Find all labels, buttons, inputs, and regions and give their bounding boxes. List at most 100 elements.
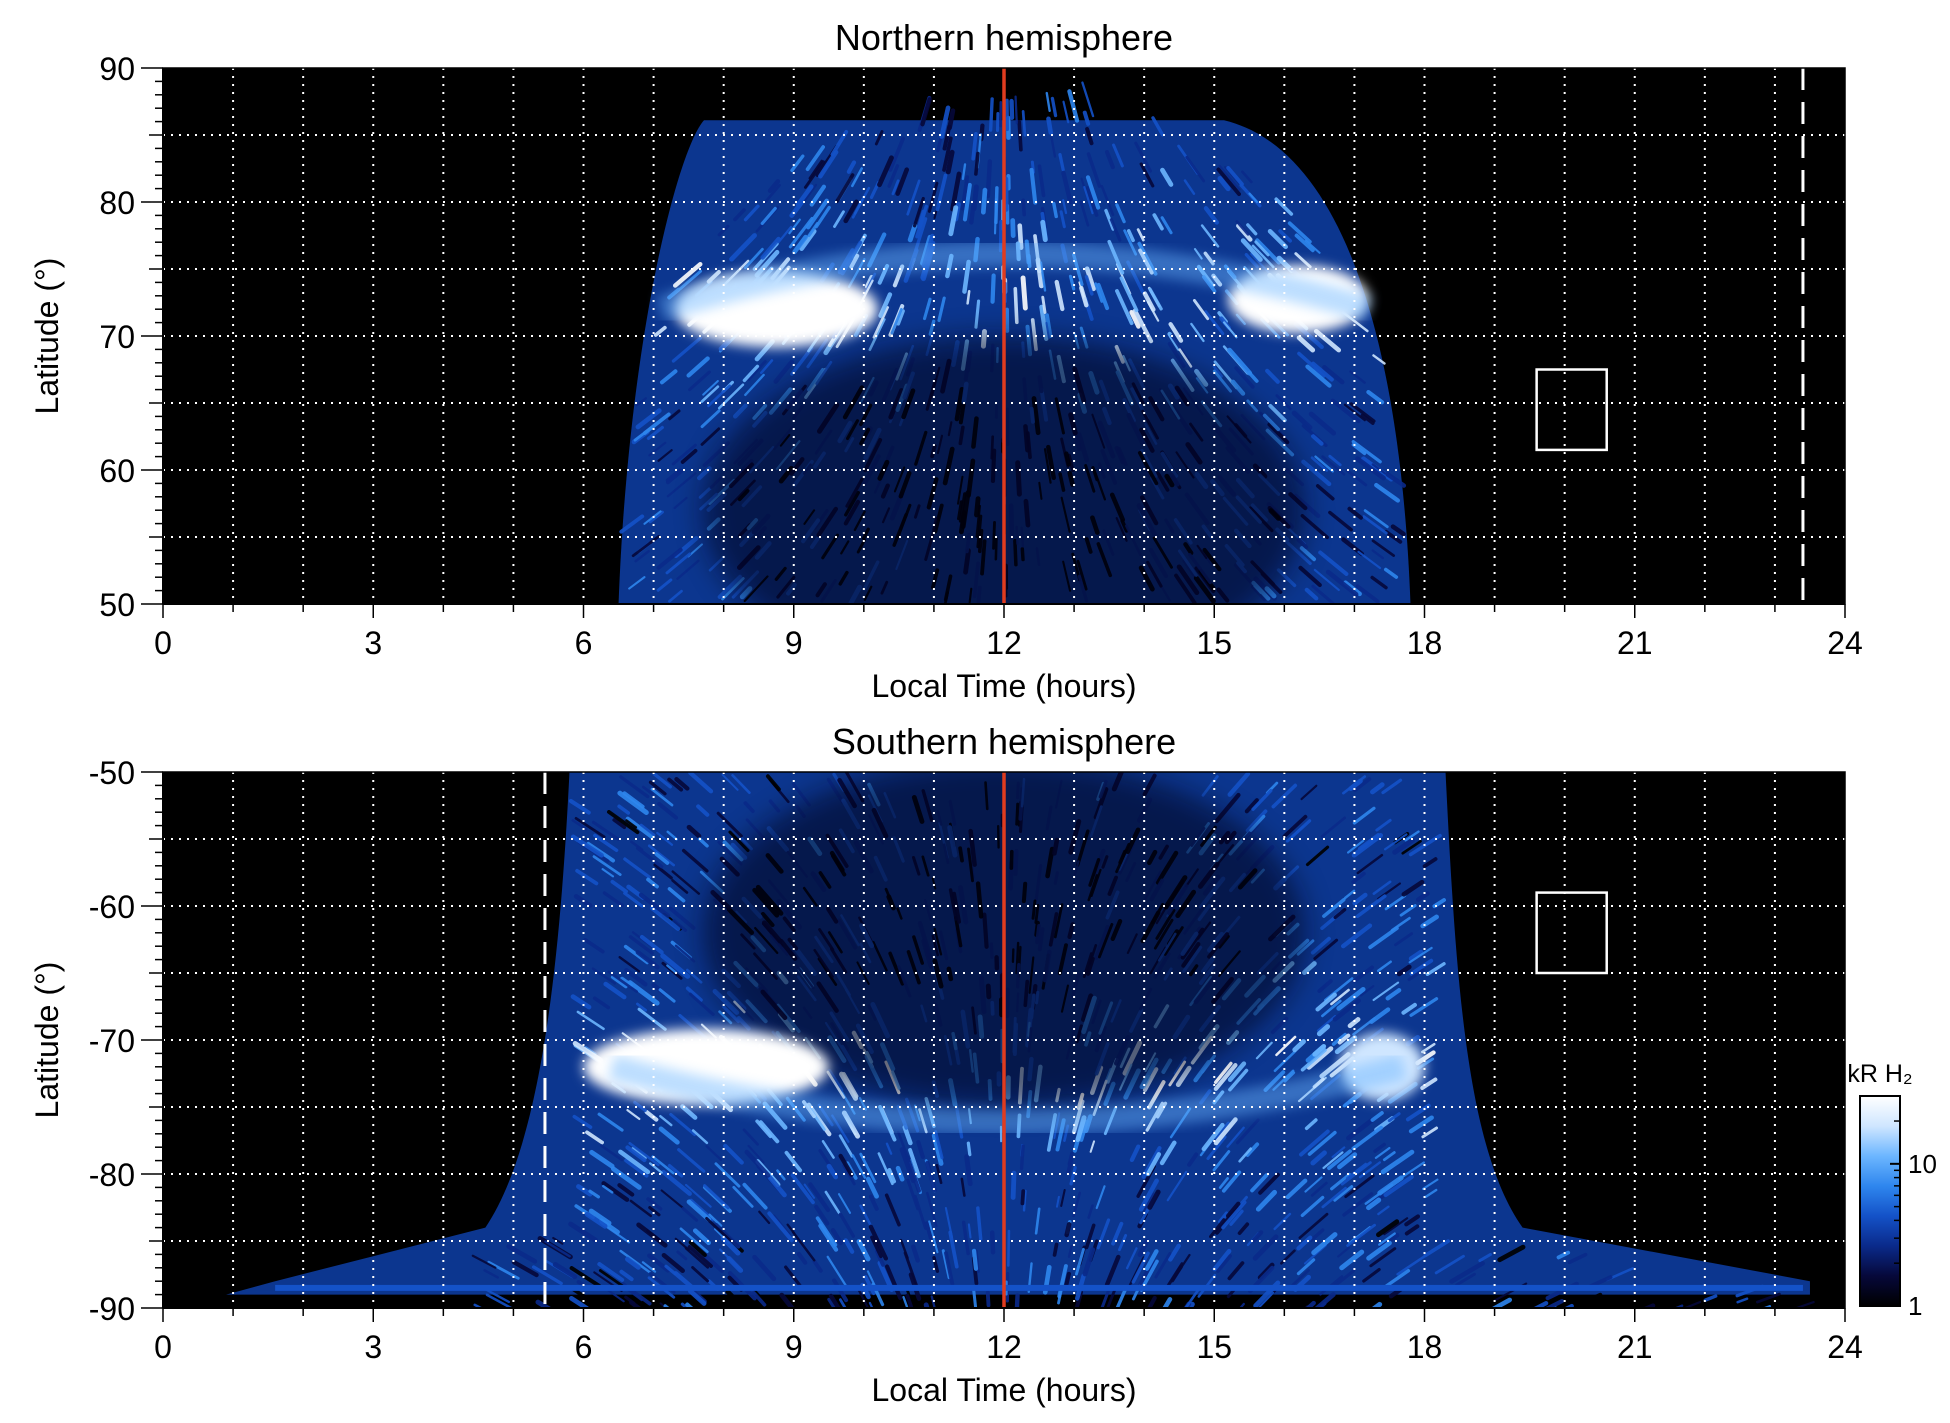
emission-streak [1359,985,1375,997]
emission-streak [877,155,894,188]
emission-streak [1223,321,1238,339]
emission-streak [1291,410,1313,430]
emission-streak [484,1288,511,1304]
emission-streak [1104,150,1115,170]
emission-streak [1152,213,1164,231]
emission-streak [1408,949,1424,962]
emission-streak [671,870,701,895]
emission-streak [752,1254,777,1282]
x-axis-label-southern: Local Time (hours) [872,1372,1137,1408]
emission-streak [1115,1285,1129,1308]
emission-streak [905,1293,914,1308]
x-tick-label: 3 [364,625,382,661]
emission-streak [786,1223,795,1234]
emission-streak [1258,1172,1280,1195]
emission-streak [1218,1177,1229,1189]
emission-streak [589,1149,615,1169]
emission-streak [1304,1176,1323,1193]
emission-streak [1300,1195,1325,1218]
emission-streak [599,1218,620,1235]
emission-streak [631,535,660,558]
emission-streak [666,964,677,974]
emission-streak [1143,1192,1155,1212]
emission-streak [1357,550,1382,570]
polar-emission-strip [275,1284,1803,1291]
emission-streak [1084,275,1094,296]
emission-streak [575,868,599,886]
emission-streak [639,934,664,955]
emission-streak [989,1230,996,1255]
emission-streak [672,918,688,932]
x-tick-label: 0 [154,625,172,661]
emission-streak [638,892,671,918]
emission-streak [916,1139,925,1159]
emission-streak [1371,463,1386,475]
emission-streak [1250,1173,1269,1193]
emission-streak [1330,988,1350,1006]
emission-streak [1160,167,1174,187]
emission-streak [851,167,863,188]
emission-streak [1355,584,1380,604]
emission-streak [972,1287,978,1308]
emission-streak [1282,814,1308,839]
emission-streak [1148,287,1163,311]
emission-streak [1168,1243,1181,1262]
emission-streak [1168,322,1184,343]
x-tick-label: 12 [986,1329,1022,1365]
emission-streak [1455,1272,1476,1287]
emission-streak [648,1162,663,1174]
emission-streak [896,309,905,326]
emission-streak [623,944,649,965]
emission-streak [1067,1245,1073,1258]
emission-streak [659,369,678,385]
emission-streak [720,1235,741,1256]
emission-streak [1296,335,1316,353]
emission-streak [671,879,689,894]
emission-streak [1244,253,1259,269]
emission-streak [1352,777,1372,793]
emission-streak [1147,1189,1161,1210]
emission-streak [1404,830,1420,842]
emission-streak [961,163,967,181]
emission-streak [1371,539,1396,557]
emission-streak [755,1119,773,1139]
emission-streak [1372,981,1400,1002]
emission-streak [732,1185,754,1208]
emission-streak [1311,584,1335,604]
overlays-southern [543,772,1608,1308]
x-tick-label: 21 [1617,1329,1653,1365]
y-tick-label: 90 [99,51,135,87]
emission-streak [939,105,951,139]
emission-streak [602,891,624,908]
emission-streak [1421,1126,1439,1139]
emission-streak [790,154,805,173]
emission-streak [1237,1195,1248,1208]
emission-streak [691,1129,709,1145]
emission-streak [1087,1204,1094,1219]
emission-streak [485,1293,513,1308]
emission-streak [1050,96,1058,118]
emission-streak [654,852,670,865]
emission-streak [1236,223,1253,242]
emission-streak [1383,1174,1414,1198]
emission-streak [637,1007,667,1031]
y-axis-label-northern: Latitude (°) [29,258,65,415]
emission-streak [700,409,721,429]
emission-streak [743,247,764,270]
emission-streak [1330,398,1361,424]
emission-streak [790,1173,815,1205]
emission-streak [1372,880,1392,895]
emission-streak [1294,252,1312,269]
x-tick-label: 9 [785,1329,803,1365]
emission-streak [1423,1239,1450,1258]
emission-streak [962,182,972,222]
emission-streak [1305,364,1332,388]
emission-streak [628,576,646,590]
emission-streak [1238,1147,1253,1163]
emission-streak [1287,221,1312,244]
emission-streak [552,1236,564,1245]
colorbar-ticks: 10 1 [1890,1095,1937,1321]
emission-streak [930,1295,936,1308]
emission-streak [1551,1306,1557,1308]
emission-streak [974,299,981,329]
